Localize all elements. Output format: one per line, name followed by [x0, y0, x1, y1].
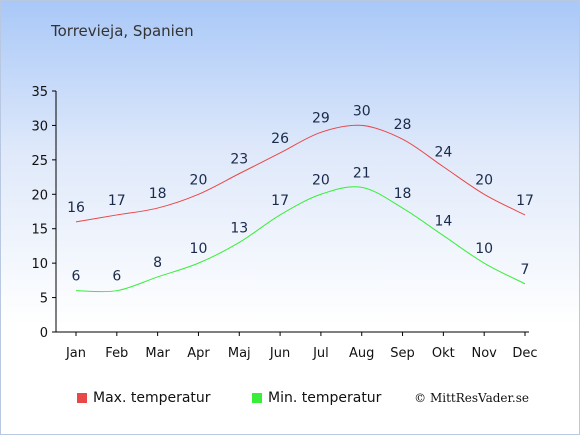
- data-label-min: 13: [230, 220, 248, 236]
- y-tick-label: 15: [31, 223, 48, 238]
- y-tick-label: 5: [40, 292, 48, 307]
- legend-label-max: Max. temperatur: [93, 390, 211, 406]
- data-label-max: 28: [394, 117, 412, 133]
- x-tick-label: Jan: [65, 346, 86, 361]
- legend-swatch-max: [77, 393, 87, 403]
- legend-item-max: Max. temperatur: [77, 390, 211, 406]
- data-label-min: 6: [112, 269, 121, 285]
- x-tick-label: Sep: [390, 346, 415, 361]
- data-label-max: 20: [475, 172, 493, 188]
- data-label-max: 17: [516, 193, 534, 209]
- data-label-max: 26: [271, 131, 289, 147]
- data-label-min: 18: [394, 186, 412, 202]
- y-tick-label: 0: [40, 326, 48, 341]
- y-tick-label: 35: [31, 85, 48, 100]
- data-label-max: 29: [312, 110, 330, 126]
- x-tick-label: Maj: [228, 346, 251, 361]
- site-credit: © MittResVader.se: [414, 391, 529, 405]
- x-tick-label: Jun: [269, 346, 290, 361]
- x-tick-label: Feb: [105, 346, 128, 361]
- data-label-min: 6: [72, 269, 81, 285]
- x-tick-label: Aug: [349, 346, 374, 361]
- data-label-max: 23: [230, 152, 248, 168]
- data-label-min: 14: [434, 214, 452, 230]
- data-label-min: 20: [312, 172, 330, 188]
- chart-title: Torrevieja, Spanien: [51, 22, 194, 40]
- data-label-max: 24: [434, 145, 452, 161]
- x-tick-label: Mar: [145, 346, 170, 361]
- data-label-max: 20: [190, 172, 208, 188]
- data-label-min: 10: [190, 241, 208, 257]
- data-label-max: 16: [67, 200, 85, 216]
- data-label-max: 17: [108, 193, 126, 209]
- data-label-min: 8: [153, 255, 162, 271]
- legend-item-min: Min. temperatur: [252, 390, 381, 406]
- legend-label-min: Min. temperatur: [268, 390, 382, 406]
- data-label-min: 21: [353, 165, 371, 181]
- y-tick-label: 10: [31, 257, 48, 272]
- x-tick-label: Dec: [512, 346, 537, 361]
- data-label-min: 7: [521, 262, 530, 278]
- x-tick-label: Okt: [432, 346, 455, 361]
- data-label-min: 17: [271, 193, 289, 209]
- data-label-max: 30: [353, 103, 371, 119]
- y-tick-label: 20: [31, 188, 48, 203]
- series-line-max: [75, 124, 526, 223]
- x-tick-label: Jul: [312, 346, 329, 361]
- x-tick-label: Apr: [187, 346, 210, 361]
- x-tick-label: Nov: [471, 346, 497, 361]
- data-label-min: 10: [475, 241, 493, 257]
- legend-swatch-min: [252, 393, 262, 403]
- data-label-max: 18: [149, 186, 167, 202]
- series-line-min: [75, 186, 526, 293]
- y-tick-label: 25: [31, 154, 48, 169]
- y-tick-label: 30: [31, 119, 48, 134]
